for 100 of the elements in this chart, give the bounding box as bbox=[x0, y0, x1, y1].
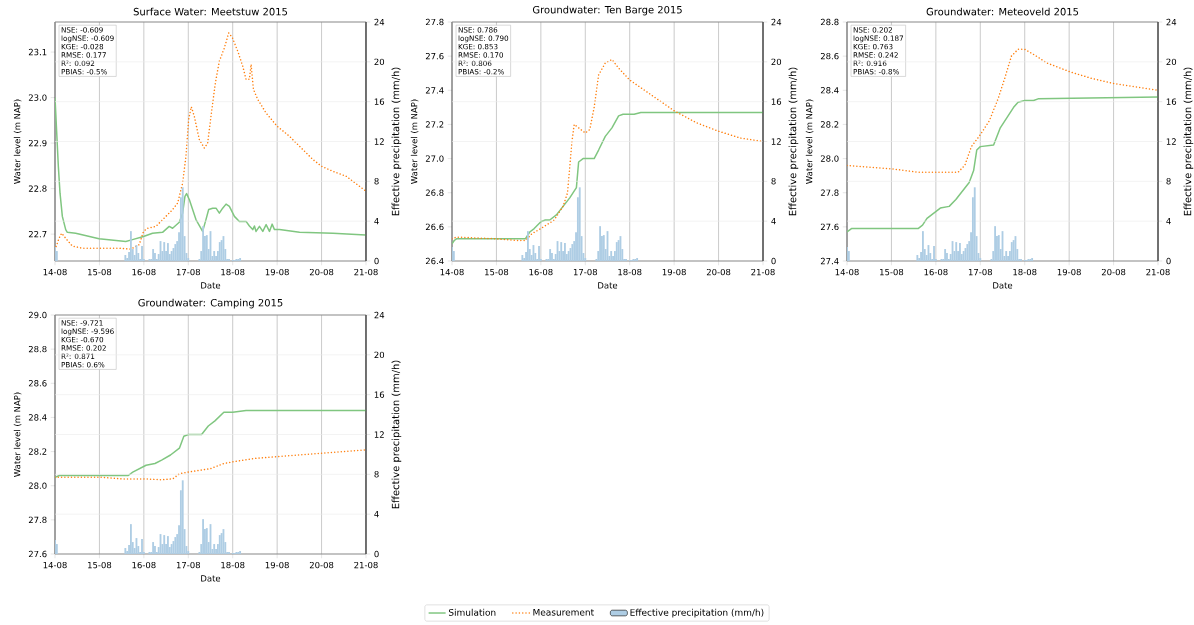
x-tick-label: 19-08 bbox=[1057, 268, 1081, 276]
y2-tick-label: 4 bbox=[1166, 218, 1171, 225]
y2-tick-label: 16 bbox=[771, 98, 782, 105]
x-axis-title: Date bbox=[201, 575, 221, 582]
x-tick-label: 14-08 bbox=[43, 561, 67, 569]
x-tick-label: 15-08 bbox=[485, 268, 509, 276]
y-tick-label: 27.6 bbox=[28, 550, 47, 558]
y-tick-label: 28.4 bbox=[28, 414, 47, 421]
y2-tick-label: 20 bbox=[374, 351, 385, 359]
y2-tick-label: 12 bbox=[374, 138, 384, 145]
y2-tick-label: 24 bbox=[1166, 18, 1177, 26]
y2-axis-title: Effective precipitation (mm/h) bbox=[391, 67, 402, 216]
x-tick-label: 16-08 bbox=[924, 268, 948, 276]
y2-tick-label: 0 bbox=[771, 257, 776, 265]
x-tick-label: 16-08 bbox=[529, 268, 553, 276]
x-tick-label: 17-08 bbox=[968, 268, 993, 276]
y-tick-label: 27.4 bbox=[820, 257, 839, 265]
y-tick-label: 27.8 bbox=[28, 516, 47, 524]
x-tick-label: 14-08 bbox=[835, 268, 859, 276]
y2-tick-label: 8 bbox=[771, 178, 776, 185]
chart-title: Groundwater: Meteoveld 2015 bbox=[926, 7, 1079, 16]
x-tick-label: 14-08 bbox=[440, 268, 464, 276]
y-axis-title: Water level (m NAP) bbox=[13, 392, 22, 477]
y-tick-label: 27.8 bbox=[820, 189, 839, 196]
x-tick-label: 21-08 bbox=[354, 268, 378, 276]
x-tick-label: 20-08 bbox=[309, 561, 334, 569]
y-tick-label: 28.8 bbox=[28, 345, 47, 353]
y2-tick-label: 4 bbox=[374, 218, 379, 225]
y2-tick-label: 12 bbox=[374, 431, 384, 438]
x-tick-label: 18-08 bbox=[221, 268, 245, 276]
x-tick-label: 15-08 bbox=[88, 561, 112, 569]
y-tick-label: 23.0 bbox=[28, 94, 47, 101]
y-tick-label: 27.0 bbox=[425, 155, 444, 162]
y-tick-label: 27.8 bbox=[425, 18, 444, 26]
y-tick-label: 28.8 bbox=[820, 18, 839, 26]
y2-tick-label: 4 bbox=[771, 218, 776, 225]
x-tick-label: 20-08 bbox=[309, 268, 334, 276]
y2-tick-label: 20 bbox=[771, 58, 782, 66]
x-tick-label: 16-08 bbox=[132, 561, 156, 569]
x-tick-label: 19-08 bbox=[662, 268, 686, 276]
y2-tick-label: 16 bbox=[374, 391, 385, 398]
x-axis-title: Date bbox=[993, 282, 1013, 289]
y-axis-title: Water level (m NAP) bbox=[410, 99, 419, 184]
y2-axis-title: Effective precipitation (mm/h) bbox=[1183, 67, 1194, 216]
y-tick-label: 28.6 bbox=[820, 52, 839, 60]
y-tick-label: 26.6 bbox=[425, 223, 444, 231]
y-tick-label: 27.4 bbox=[425, 87, 444, 94]
legend-label: Measurement bbox=[533, 609, 594, 616]
legend-label: Simulation bbox=[448, 608, 496, 616]
y2-tick-label: 8 bbox=[1166, 178, 1171, 185]
y-tick-label: 22.7 bbox=[28, 231, 47, 238]
x-tick-label: 19-08 bbox=[265, 268, 289, 276]
x-tick-label: 18-08 bbox=[221, 561, 245, 569]
y-tick-label: 23.1 bbox=[28, 48, 47, 56]
y2-tick-label: 0 bbox=[1166, 257, 1171, 265]
chart-title: Groundwater: Camping 2015 bbox=[138, 298, 283, 309]
y-tick-label: 22.8 bbox=[28, 185, 47, 192]
y2-tick-label: 8 bbox=[374, 471, 379, 478]
y-tick-label: 27.6 bbox=[425, 52, 444, 60]
y2-tick-label: 0 bbox=[374, 550, 379, 558]
y2-tick-label: 12 bbox=[771, 138, 781, 145]
x-tick-label: 21-08 bbox=[751, 268, 775, 276]
y-tick-label: 28.0 bbox=[820, 155, 839, 162]
x-axis-title: Date bbox=[598, 282, 618, 289]
y2-tick-label: 20 bbox=[374, 58, 385, 66]
y2-tick-label: 20 bbox=[1166, 58, 1177, 66]
y-tick-label: 27.2 bbox=[425, 121, 444, 128]
y2-tick-label: 8 bbox=[374, 178, 379, 185]
x-tick-label: 21-08 bbox=[1146, 268, 1170, 276]
x-tick-label: 20-08 bbox=[1101, 268, 1126, 276]
x-tick-label: 15-08 bbox=[880, 268, 904, 276]
y-tick-label: 22.9 bbox=[28, 139, 47, 147]
x-tick-label: 18-08 bbox=[618, 268, 642, 276]
x-tick-label: 17-08 bbox=[176, 561, 201, 569]
x-tick-label: 19-08 bbox=[265, 561, 289, 569]
x-tick-label: 20-08 bbox=[706, 268, 731, 276]
chart-title: Groundwater: Ten Barge 2015 bbox=[532, 5, 682, 16]
x-tick-label: 17-08 bbox=[573, 268, 598, 276]
y-tick-label: 27.6 bbox=[820, 223, 839, 231]
y-tick-label: 28.4 bbox=[820, 87, 839, 94]
chart-title: Surface Water: Meetstuw 2015 bbox=[133, 7, 288, 16]
y2-tick-label: 16 bbox=[1166, 98, 1177, 105]
y-tick-label: 28.0 bbox=[28, 482, 47, 489]
y-tick-label: 28.2 bbox=[820, 121, 839, 128]
y-tick-label: 28.6 bbox=[28, 380, 47, 387]
y2-axis-title: Effective precipitation (mm/h) bbox=[788, 67, 799, 216]
y-tick-label: 26.8 bbox=[425, 189, 444, 196]
y2-tick-label: 12 bbox=[1166, 138, 1176, 145]
y2-tick-label: 4 bbox=[374, 511, 379, 518]
y-tick-label: 29.0 bbox=[28, 311, 47, 319]
x-tick-label: 15-08 bbox=[88, 268, 112, 276]
y2-axis-title: Effective precipitation (mm/h) bbox=[391, 360, 402, 509]
x-tick-label: 17-08 bbox=[176, 268, 201, 276]
x-axis-title: Date bbox=[201, 282, 221, 289]
y-axis-title: Water level (m NAP) bbox=[805, 99, 814, 184]
legend-label: Effective precipitation (mm/h) bbox=[630, 608, 764, 618]
x-tick-label: 18-08 bbox=[1013, 268, 1037, 276]
x-tick-label: 21-08 bbox=[354, 561, 378, 569]
y-tick-label: 26.4 bbox=[425, 257, 444, 265]
y2-tick-label: 24 bbox=[771, 18, 782, 26]
